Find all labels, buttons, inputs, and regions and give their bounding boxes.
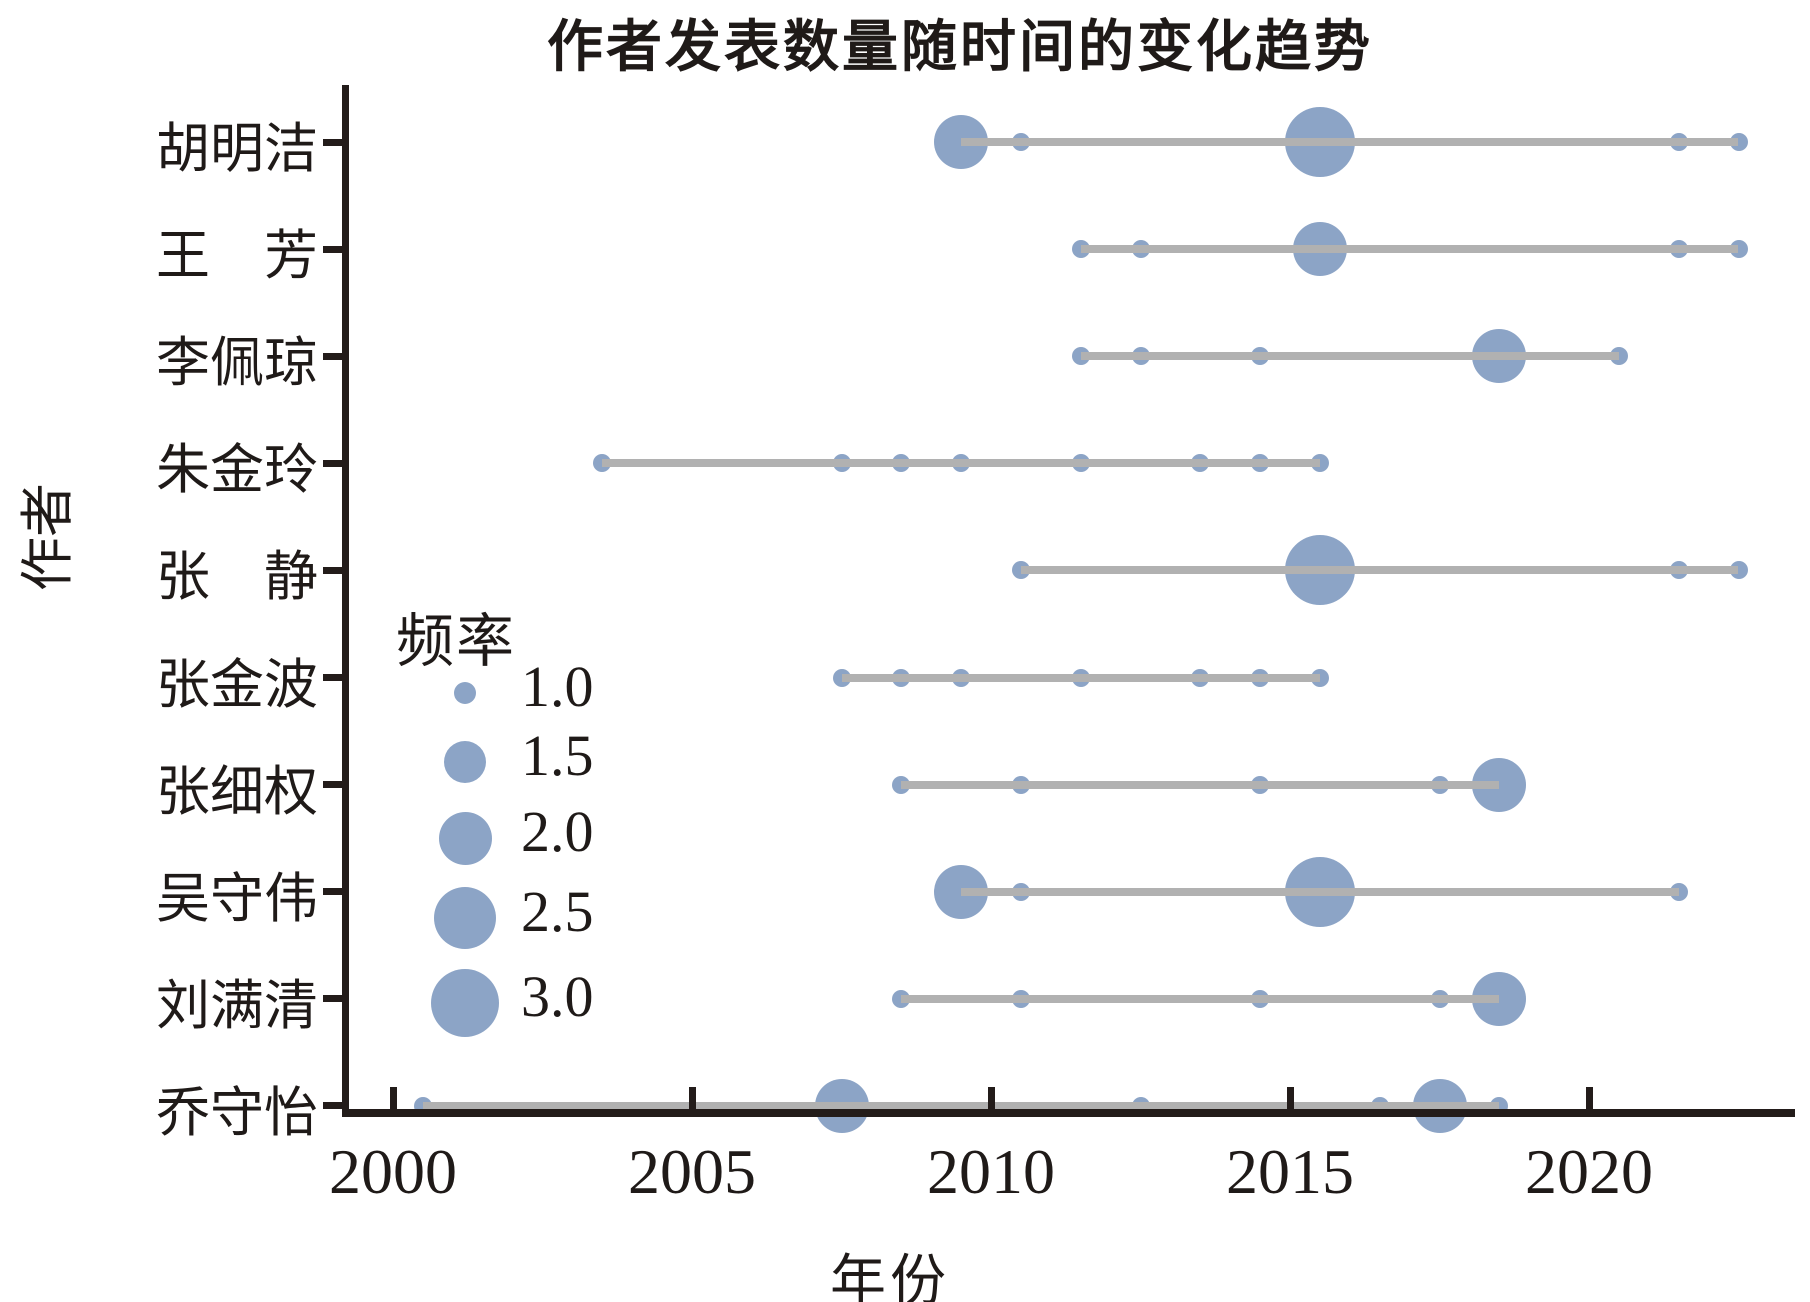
x-axis-spine bbox=[341, 1109, 1795, 1117]
x-axis-label: 年份 bbox=[830, 1251, 950, 1302]
y-category-label: 吴守伟 bbox=[156, 868, 318, 929]
y-category-label: 朱金玲 bbox=[156, 440, 318, 501]
legend-bubble bbox=[431, 969, 499, 1037]
legend-bubble bbox=[434, 887, 496, 949]
y-tick-mark bbox=[323, 888, 345, 896]
row-connector-line bbox=[841, 673, 1320, 682]
row-connector-line bbox=[1080, 245, 1739, 254]
row-connector-line bbox=[961, 138, 1739, 146]
legend-bubble bbox=[438, 811, 492, 865]
legend-value-label: 2.0 bbox=[521, 799, 594, 864]
y-axis-spine bbox=[341, 85, 349, 1117]
y-category-label: 刘满清 bbox=[156, 975, 318, 1036]
y-tick-mark bbox=[323, 566, 345, 574]
legend-value-label: 2.5 bbox=[521, 879, 594, 944]
legend-value-label: 1.0 bbox=[521, 654, 594, 719]
legend-value-label: 3.0 bbox=[521, 964, 594, 1029]
x-tick-mark bbox=[389, 1087, 397, 1109]
data-bubble bbox=[1729, 133, 1748, 151]
x-tick-mark bbox=[1585, 1087, 1593, 1109]
row-connector-line bbox=[1020, 566, 1739, 575]
y-tick-mark bbox=[323, 245, 345, 253]
y-category-label: 张细权 bbox=[156, 761, 318, 822]
legend-value-label: 1.5 bbox=[521, 723, 594, 788]
x-tick-label: 2010 bbox=[927, 1136, 1055, 1207]
y-tick-mark bbox=[323, 352, 345, 360]
row-connector-line bbox=[901, 994, 1500, 1003]
x-tick-label: 2005 bbox=[628, 1136, 756, 1207]
x-tick-mark bbox=[688, 1087, 696, 1109]
y-tick-mark bbox=[323, 781, 345, 789]
legend-bubble bbox=[444, 741, 486, 783]
data-bubble bbox=[1609, 347, 1628, 366]
y-axis-label: 作者 bbox=[18, 483, 78, 591]
legend-title: 频率 bbox=[396, 609, 517, 674]
y-category-label: 张 静 bbox=[156, 547, 318, 608]
data-bubble bbox=[1729, 561, 1748, 580]
y-tick-mark bbox=[323, 1102, 345, 1110]
row-connector-line bbox=[602, 459, 1320, 468]
y-tick-mark bbox=[323, 459, 345, 467]
data-bubble bbox=[1310, 454, 1329, 473]
y-category-label: 乔守怡 bbox=[156, 1082, 318, 1143]
x-tick-label: 2020 bbox=[1525, 1136, 1653, 1207]
row-connector-line bbox=[961, 887, 1679, 896]
y-category-label: 李佩琼 bbox=[156, 333, 318, 394]
x-tick-label: 2015 bbox=[1226, 1136, 1354, 1207]
data-bubble bbox=[1729, 240, 1748, 259]
data-bubble bbox=[1310, 668, 1329, 687]
row-connector-line bbox=[1080, 352, 1619, 361]
row-connector-line bbox=[901, 780, 1500, 789]
legend-bubble bbox=[454, 682, 476, 704]
data-bubble bbox=[1669, 882, 1688, 901]
row-connector-line bbox=[422, 1101, 1500, 1110]
y-tick-mark bbox=[323, 138, 345, 146]
x-tick-label: 2000 bbox=[329, 1136, 457, 1207]
y-category-label: 胡明洁 bbox=[156, 119, 318, 179]
y-tick-mark bbox=[323, 674, 345, 681]
chart-title: 作者发表数量随时间的变化趋势 bbox=[547, 17, 1373, 79]
y-tick-mark bbox=[323, 995, 345, 1003]
y-category-label: 王 芳 bbox=[156, 226, 318, 287]
x-tick-mark bbox=[987, 1087, 995, 1109]
y-category-label: 张金波 bbox=[156, 654, 318, 715]
x-tick-mark bbox=[1286, 1087, 1294, 1109]
